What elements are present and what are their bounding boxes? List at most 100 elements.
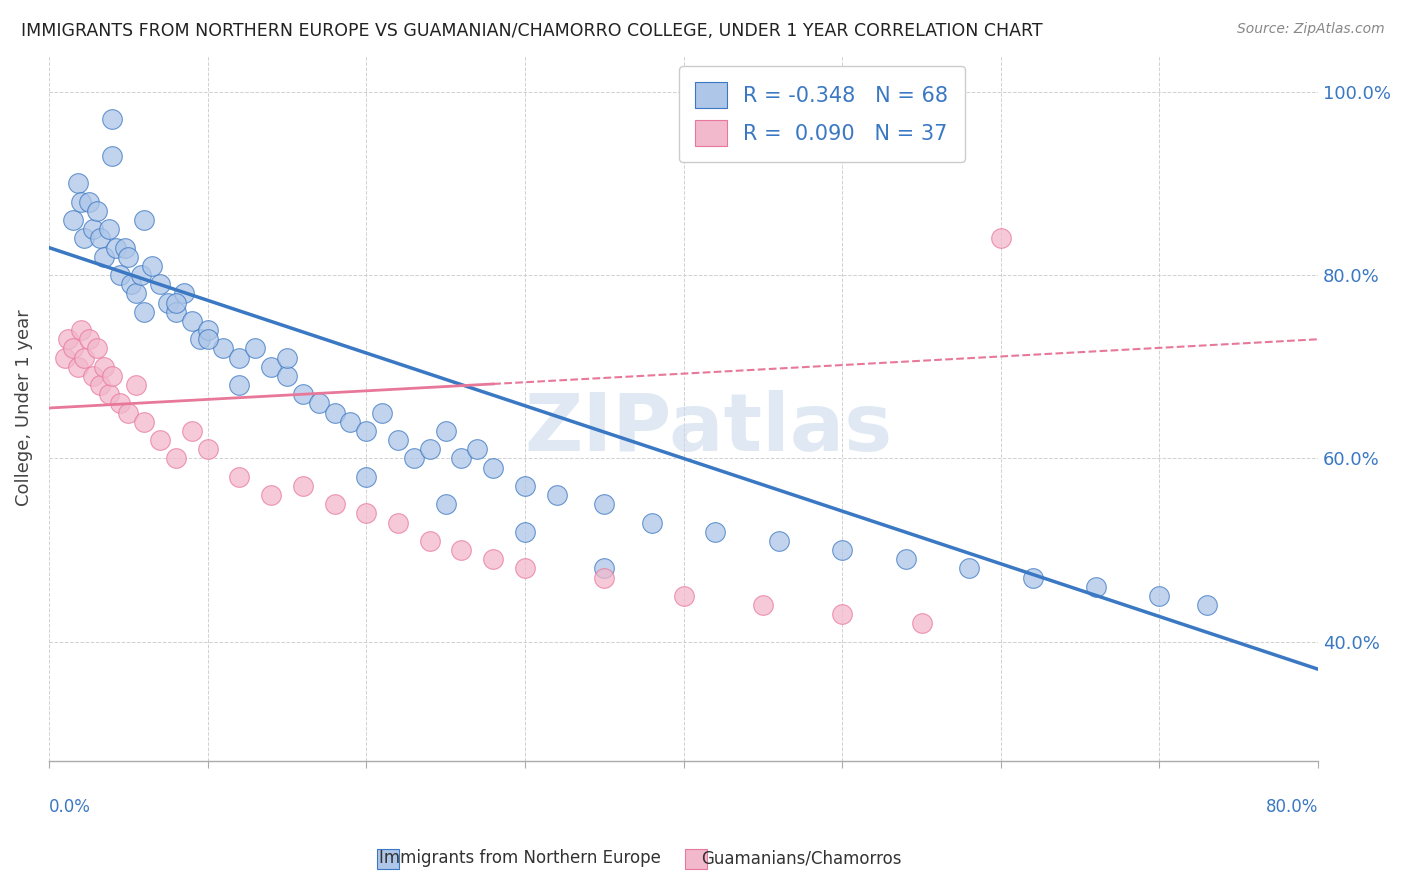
Point bbox=[110, 396, 132, 410]
Point bbox=[339, 415, 361, 429]
Point bbox=[356, 424, 378, 438]
Text: 80.0%: 80.0% bbox=[1265, 797, 1319, 815]
Text: Source: ZipAtlas.com: Source: ZipAtlas.com bbox=[1237, 22, 1385, 37]
Point bbox=[69, 194, 91, 209]
Point bbox=[546, 488, 568, 502]
Point bbox=[101, 368, 124, 383]
Point bbox=[156, 295, 179, 310]
Point bbox=[149, 277, 172, 292]
Point bbox=[957, 561, 980, 575]
Point bbox=[188, 332, 211, 346]
Point bbox=[134, 213, 156, 227]
Point bbox=[990, 231, 1012, 245]
Point bbox=[704, 524, 727, 539]
Point bbox=[450, 451, 472, 466]
Point bbox=[1021, 571, 1043, 585]
Point bbox=[323, 406, 346, 420]
Point bbox=[129, 268, 152, 282]
Point bbox=[180, 424, 202, 438]
Point bbox=[98, 222, 121, 236]
Point bbox=[165, 451, 187, 466]
Text: Immigrants from Northern Europe: Immigrants from Northern Europe bbox=[380, 849, 661, 867]
Point bbox=[62, 213, 84, 227]
Point bbox=[276, 351, 298, 365]
Point bbox=[894, 552, 917, 566]
Point bbox=[593, 497, 616, 511]
Point bbox=[82, 368, 104, 383]
Point bbox=[434, 497, 457, 511]
Point bbox=[450, 543, 472, 558]
Point bbox=[245, 342, 267, 356]
Point bbox=[197, 332, 219, 346]
Point bbox=[114, 241, 136, 255]
Point bbox=[86, 342, 108, 356]
Point bbox=[228, 378, 250, 392]
Point bbox=[89, 231, 111, 245]
Point bbox=[53, 351, 76, 365]
Point bbox=[356, 469, 378, 483]
Point bbox=[387, 433, 409, 447]
Point bbox=[89, 378, 111, 392]
Point bbox=[117, 406, 139, 420]
Point bbox=[86, 203, 108, 218]
Point bbox=[419, 533, 441, 548]
Point bbox=[77, 332, 100, 346]
Point bbox=[101, 149, 124, 163]
Point bbox=[165, 305, 187, 319]
Point bbox=[831, 543, 853, 558]
Point bbox=[1197, 598, 1219, 612]
Point bbox=[93, 250, 115, 264]
Point bbox=[402, 451, 425, 466]
Point bbox=[173, 286, 195, 301]
Point bbox=[134, 305, 156, 319]
Legend: R = -0.348   N = 68, R =  0.090   N = 37: R = -0.348 N = 68, R = 0.090 N = 37 bbox=[679, 65, 965, 162]
Point bbox=[98, 387, 121, 401]
Point bbox=[197, 323, 219, 337]
Point bbox=[419, 442, 441, 457]
Point bbox=[134, 415, 156, 429]
Point bbox=[641, 516, 664, 530]
Text: IMMIGRANTS FROM NORTHERN EUROPE VS GUAMANIAN/CHAMORRO COLLEGE, UNDER 1 YEAR CORR: IMMIGRANTS FROM NORTHERN EUROPE VS GUAMA… bbox=[21, 22, 1043, 40]
Point bbox=[291, 387, 314, 401]
Y-axis label: College, Under 1 year: College, Under 1 year bbox=[15, 310, 32, 507]
Point bbox=[387, 516, 409, 530]
Point bbox=[513, 524, 536, 539]
Point bbox=[752, 598, 775, 612]
Point bbox=[228, 351, 250, 365]
Point bbox=[768, 533, 790, 548]
Point bbox=[82, 222, 104, 236]
Point bbox=[69, 323, 91, 337]
Point bbox=[308, 396, 330, 410]
Point bbox=[513, 479, 536, 493]
Point bbox=[62, 342, 84, 356]
Point bbox=[165, 295, 187, 310]
Point bbox=[117, 250, 139, 264]
Point bbox=[371, 406, 394, 420]
Point bbox=[356, 507, 378, 521]
Point bbox=[593, 561, 616, 575]
Point bbox=[77, 194, 100, 209]
Text: 0.0%: 0.0% bbox=[49, 797, 91, 815]
Point bbox=[197, 442, 219, 457]
Point bbox=[1085, 580, 1108, 594]
Point bbox=[110, 268, 132, 282]
Point bbox=[180, 314, 202, 328]
Point bbox=[434, 424, 457, 438]
Point bbox=[291, 479, 314, 493]
Point bbox=[593, 571, 616, 585]
Point bbox=[323, 497, 346, 511]
Point bbox=[141, 259, 163, 273]
Point bbox=[125, 286, 148, 301]
Point bbox=[121, 277, 143, 292]
Point bbox=[66, 177, 89, 191]
Point bbox=[260, 488, 283, 502]
Point bbox=[73, 231, 96, 245]
Point bbox=[93, 359, 115, 374]
Point bbox=[482, 552, 505, 566]
Point bbox=[910, 616, 932, 631]
Point bbox=[73, 351, 96, 365]
Point bbox=[228, 469, 250, 483]
Point bbox=[149, 433, 172, 447]
Text: ZIPatlas: ZIPatlas bbox=[524, 390, 893, 468]
Point bbox=[276, 368, 298, 383]
